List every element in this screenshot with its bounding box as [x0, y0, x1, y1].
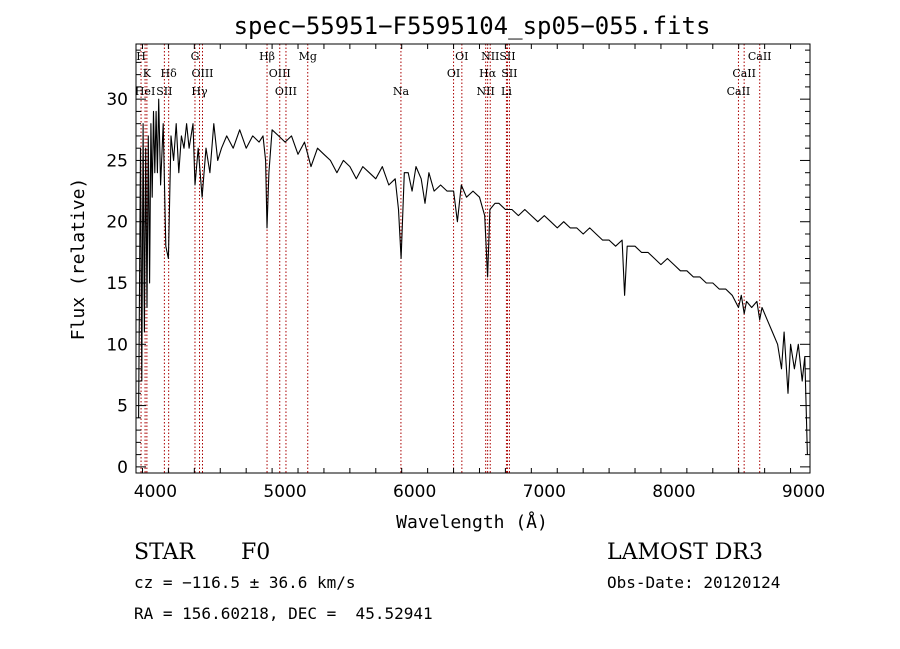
line-label-16: SII: [499, 50, 515, 63]
x-tick-label: 6000: [393, 482, 436, 502]
line-label-1: K: [143, 67, 152, 80]
line-label-3: SII: [156, 85, 172, 98]
y-tick-label: 25: [106, 151, 128, 171]
line-label-22: CaII: [732, 67, 756, 80]
x-tick-label: 9000: [782, 482, 825, 502]
tick-labels: 4000 5000 6000 7000 8000 9000 0 5 10 15 20 25 30: [106, 90, 825, 502]
y-tick-label: 30: [106, 90, 128, 110]
y-tick-label: 10: [106, 335, 128, 355]
chart-title: spec−55951−F5595104_sp05−055.fits: [234, 12, 711, 40]
x-axis-label: Wavelength (Å): [396, 511, 548, 533]
y-axis-label: Flux (relative): [68, 178, 89, 341]
redshift-readout: cz = −116.5 ± 36.6 km/s: [134, 573, 356, 592]
line-label-11: Mg: [299, 50, 317, 63]
line-label-12: Na: [393, 85, 410, 98]
line-label-20: Li: [501, 85, 512, 98]
line-label-4: Hδ: [161, 67, 178, 80]
spectrum-series: [138, 98, 808, 455]
line-label-21: CaII: [748, 50, 772, 63]
object-subclass: F0: [241, 540, 270, 565]
coordinates-readout: RA = 156.60218, DEC = 45.52941: [134, 604, 433, 623]
x-tick-label: 4000: [134, 482, 177, 502]
line-label-6: OIII: [191, 67, 213, 80]
line-label-0: H: [136, 50, 146, 63]
line-label-14: OI: [447, 67, 460, 80]
line-label-15: NII: [481, 50, 499, 63]
line-label-19: NII: [477, 85, 495, 98]
object-class: STAR: [134, 540, 196, 565]
obs-date: Obs-Date: 20120124: [607, 573, 780, 592]
line-label-23: CaII: [727, 85, 751, 98]
line-label-9: OIII: [269, 67, 291, 80]
plot-frame: [135, 43, 811, 474]
line-label-2: HeI: [135, 85, 155, 98]
line-label-7: Hγ: [191, 85, 208, 98]
survey-name: LAMOST DR3: [607, 540, 763, 565]
line-label-8: Hβ: [259, 50, 275, 63]
y-tick-label: 5: [117, 397, 128, 417]
line-label-18: SII: [501, 67, 517, 80]
x-tick-label: 5000: [263, 482, 306, 502]
spectrum-line: [138, 98, 808, 455]
line-label-13: OI: [455, 50, 468, 63]
line-label-17: Hα: [479, 67, 497, 80]
line-label-5: G: [191, 50, 200, 63]
x-tick-label: 8000: [652, 482, 695, 502]
y-tick-label: 15: [106, 274, 128, 294]
line-label-10: OIII: [275, 85, 297, 98]
plot-axes: [135, 43, 811, 474]
y-tick-label: 20: [106, 213, 128, 233]
x-tick-label: 7000: [523, 482, 566, 502]
y-tick-label: 0: [117, 458, 128, 478]
